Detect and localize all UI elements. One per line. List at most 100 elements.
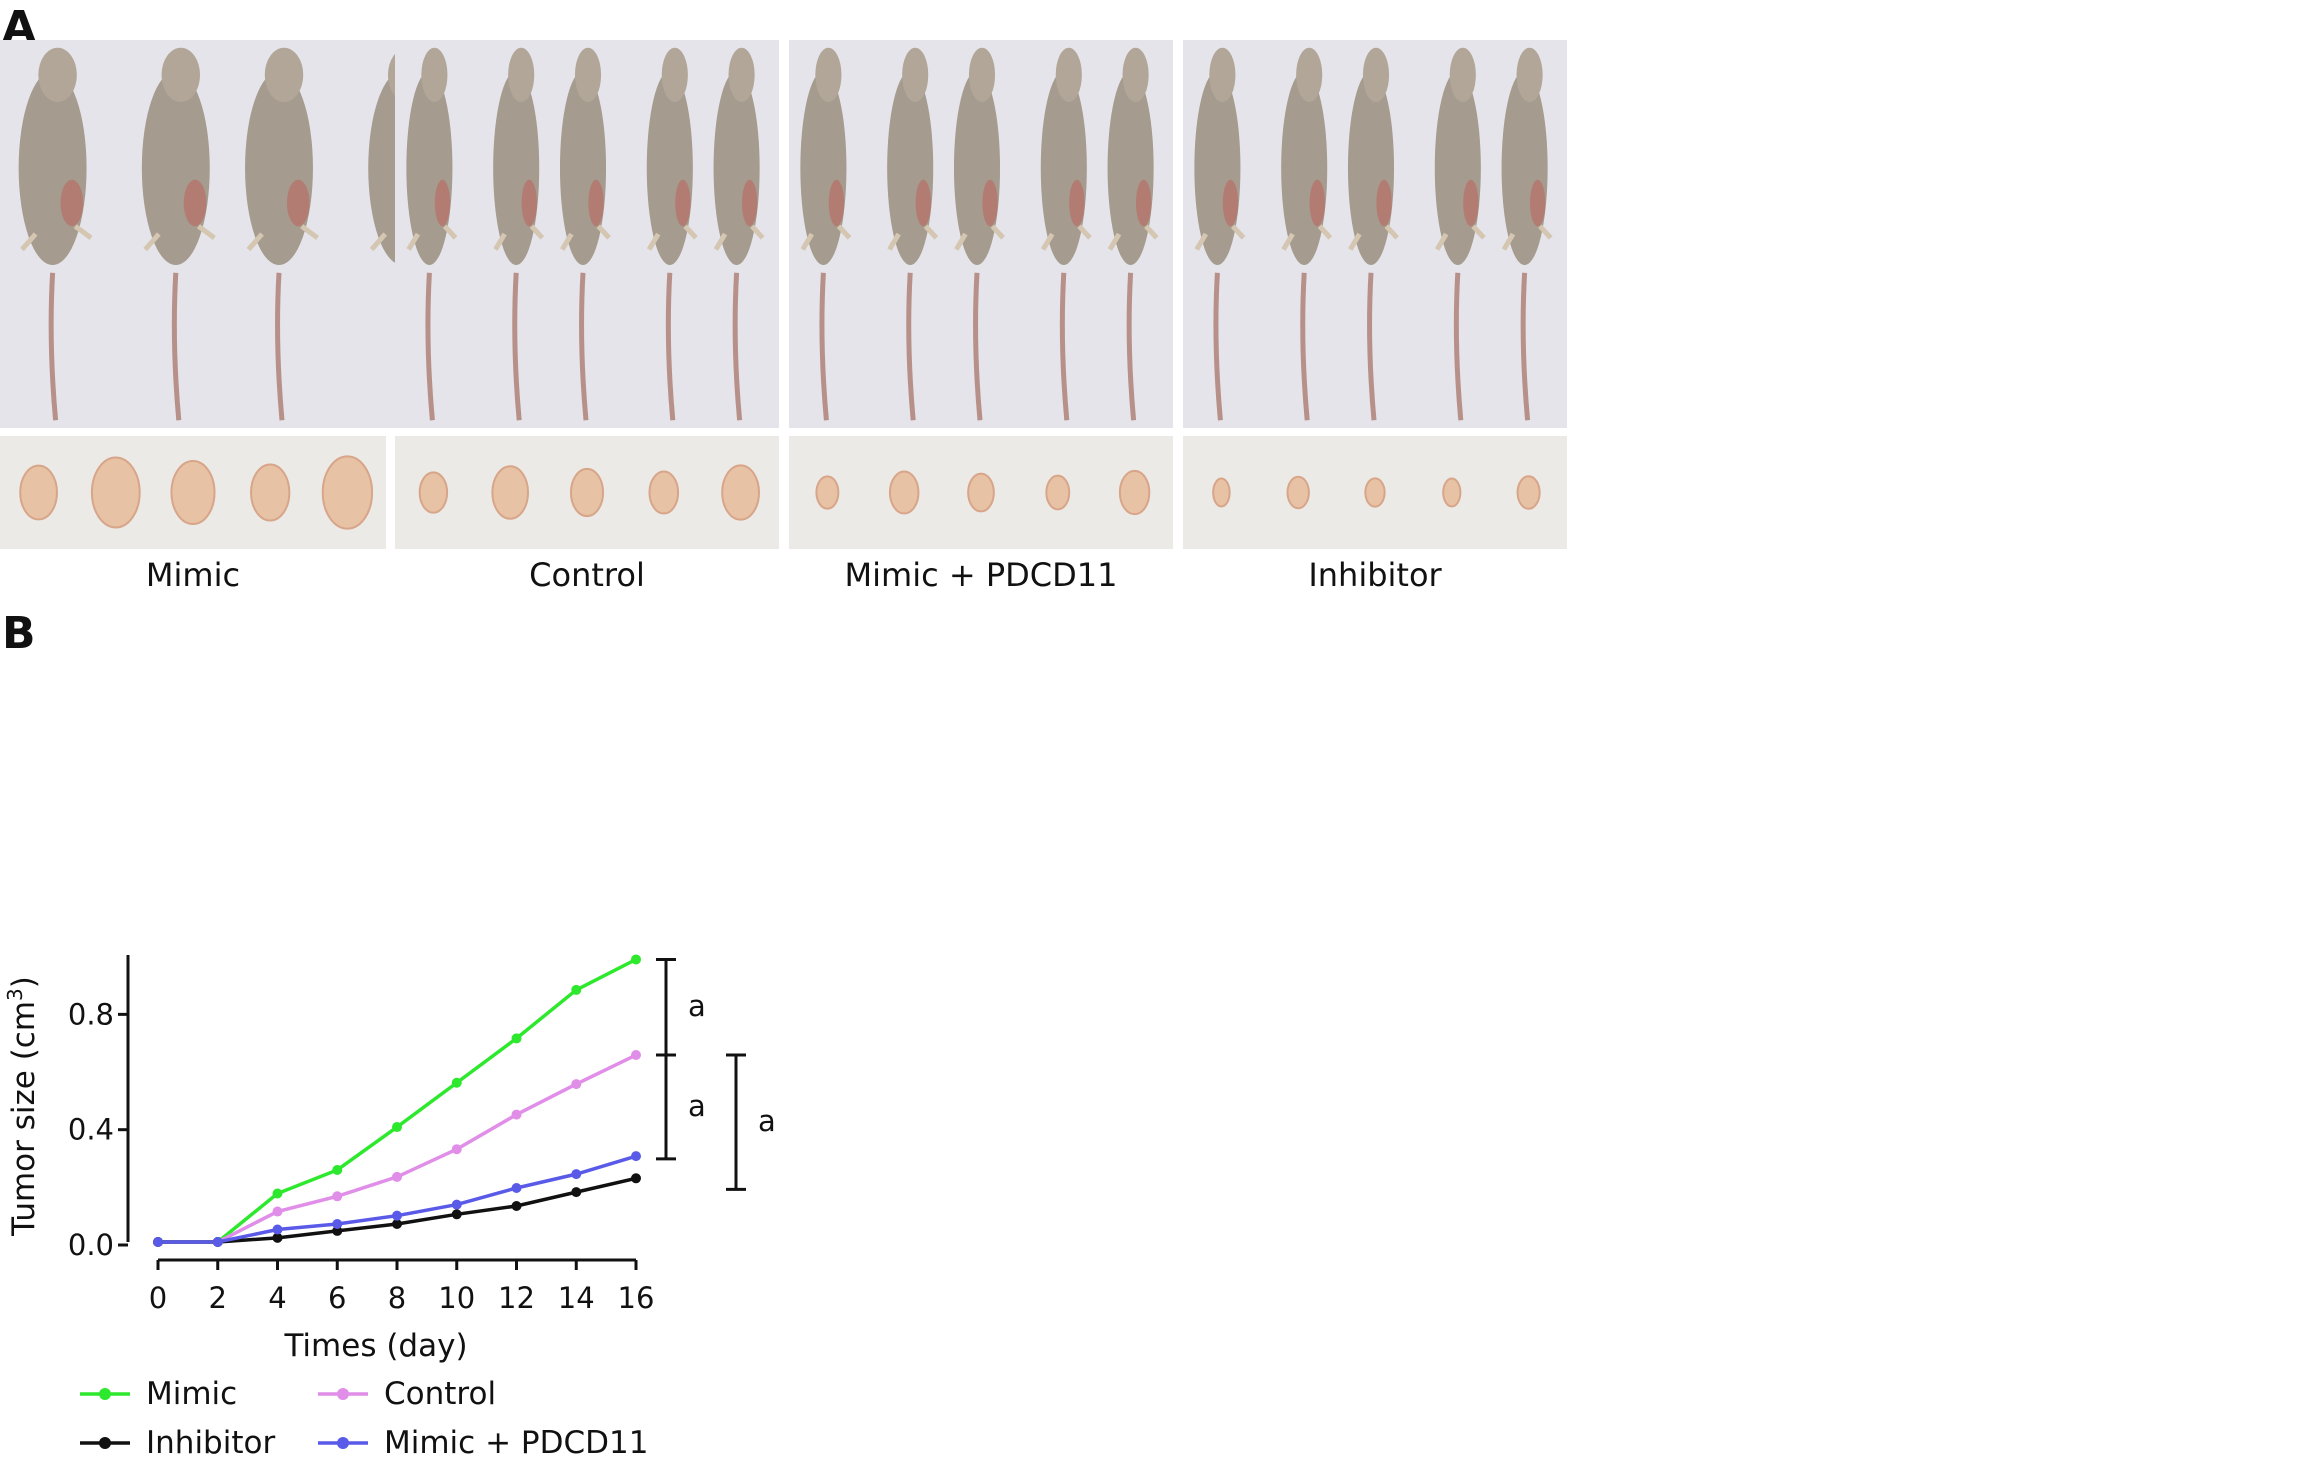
data-point [571,1169,582,1180]
tumor [648,470,680,515]
mouse [245,47,319,421]
series-line-0 [158,957,637,1244]
mouse [1281,47,1333,421]
x-tick-label: 12 [498,1281,535,1315]
tumor [1212,477,1231,508]
tumor [1118,469,1151,516]
x-tick-label: 16 [618,1281,655,1315]
legend-swatch-dot [99,1388,111,1400]
x-tick-label: 0 [149,1281,167,1315]
significance-label: a [688,989,706,1023]
data-point [511,1033,522,1044]
mouse [1107,47,1159,421]
mouse [18,47,93,421]
y-axis-label-superscript: 3 [3,988,27,1001]
significance-label: a [688,1089,706,1123]
group-label-control: Control [529,556,645,594]
tumor [967,472,995,513]
significance-bracket [726,1053,746,1191]
legend-swatch-dot [337,1388,349,1400]
x-tick-label: 8 [388,1281,406,1315]
x-tick-label: 6 [328,1281,346,1315]
x-tick-label: 4 [268,1281,286,1315]
mouse [953,47,1005,421]
data-point [511,1182,522,1193]
tumor [170,459,216,526]
data-point [511,1109,522,1120]
group-label-inhibitor: Inhibitor [1308,556,1442,594]
data-point [392,1218,402,1229]
tumor [19,464,58,521]
tumor-photo-mimic-pdcd11 [789,436,1173,549]
mouse [406,47,458,421]
legend-item: Inhibitor [80,1425,275,1461]
data-point [272,1224,283,1235]
legend-label: Mimic [146,1376,237,1412]
data-point [332,1218,343,1229]
mouse [493,47,545,421]
y-axis-label: Tumor size (cm3) [3,976,42,1237]
significance-label: a [758,1104,776,1138]
mouse [800,47,852,421]
data-point [272,1206,283,1217]
group-label-mimic: Mimic [145,556,241,594]
series-line-3 [158,1154,637,1244]
mouse [1194,47,1246,421]
tumor [569,467,605,518]
data-point [392,1210,402,1221]
legend-swatch-dot [99,1437,111,1449]
tumor [1286,475,1310,510]
y-tick-label: 0.8 [68,997,114,1031]
tumor [888,470,920,515]
tumor [1045,474,1071,511]
legend-swatch-dot [337,1437,349,1449]
legend-item: Mimic + PDCD11 [318,1425,648,1461]
data-point [392,1171,402,1182]
data-point [332,1164,343,1175]
data-point [272,1232,283,1243]
data-point [451,1077,462,1088]
legend-label: Control [384,1376,496,1412]
mice-photo-inhibitor [1183,40,1567,428]
y-tick-label: 0.0 [68,1228,114,1262]
mice-photo-control [395,40,779,428]
chart-legend: Mimic Control Inhibitor Mimic + PDCD11 [80,1376,648,1461]
x-tick-label: 14 [558,1281,595,1315]
legend-label: Inhibitor [146,1425,275,1461]
mouse [887,47,939,421]
tumor [1516,475,1541,510]
x-axis-label: Times (day) [283,1328,467,1364]
tumor [418,471,449,514]
tumor [721,464,761,521]
data-point [631,1151,641,1162]
data-point [332,1191,343,1202]
mouse [141,47,216,421]
data-point [212,1237,223,1247]
y-tick-label: 0.4 [68,1113,114,1147]
data-point [571,1187,582,1198]
tumor-photo-control [395,436,779,549]
data-point [451,1209,462,1220]
data-point [392,1122,402,1133]
mouse [559,47,611,421]
data-point [631,954,641,965]
y-axis-label-close: ) [6,976,42,988]
tumor [250,463,291,522]
mouse [1434,47,1486,421]
data-point [511,1200,522,1211]
legend-item: Control [318,1376,496,1412]
tumor-photo-inhibitor [1183,436,1567,549]
data-point [451,1144,462,1155]
tumor [1442,477,1462,508]
tumor-photo-mimic [0,436,386,549]
data-point [571,984,582,995]
group-label-mimic-pdcd11: Mimic + PDCD11 [844,556,1118,594]
chart-axes [126,955,636,1262]
data-point [571,1079,582,1090]
mice-photo-mimic-pdcd11 [789,40,1173,428]
data-point [272,1188,283,1199]
data-point [332,1225,343,1236]
mouse [1501,47,1553,421]
data-point [631,1173,641,1184]
